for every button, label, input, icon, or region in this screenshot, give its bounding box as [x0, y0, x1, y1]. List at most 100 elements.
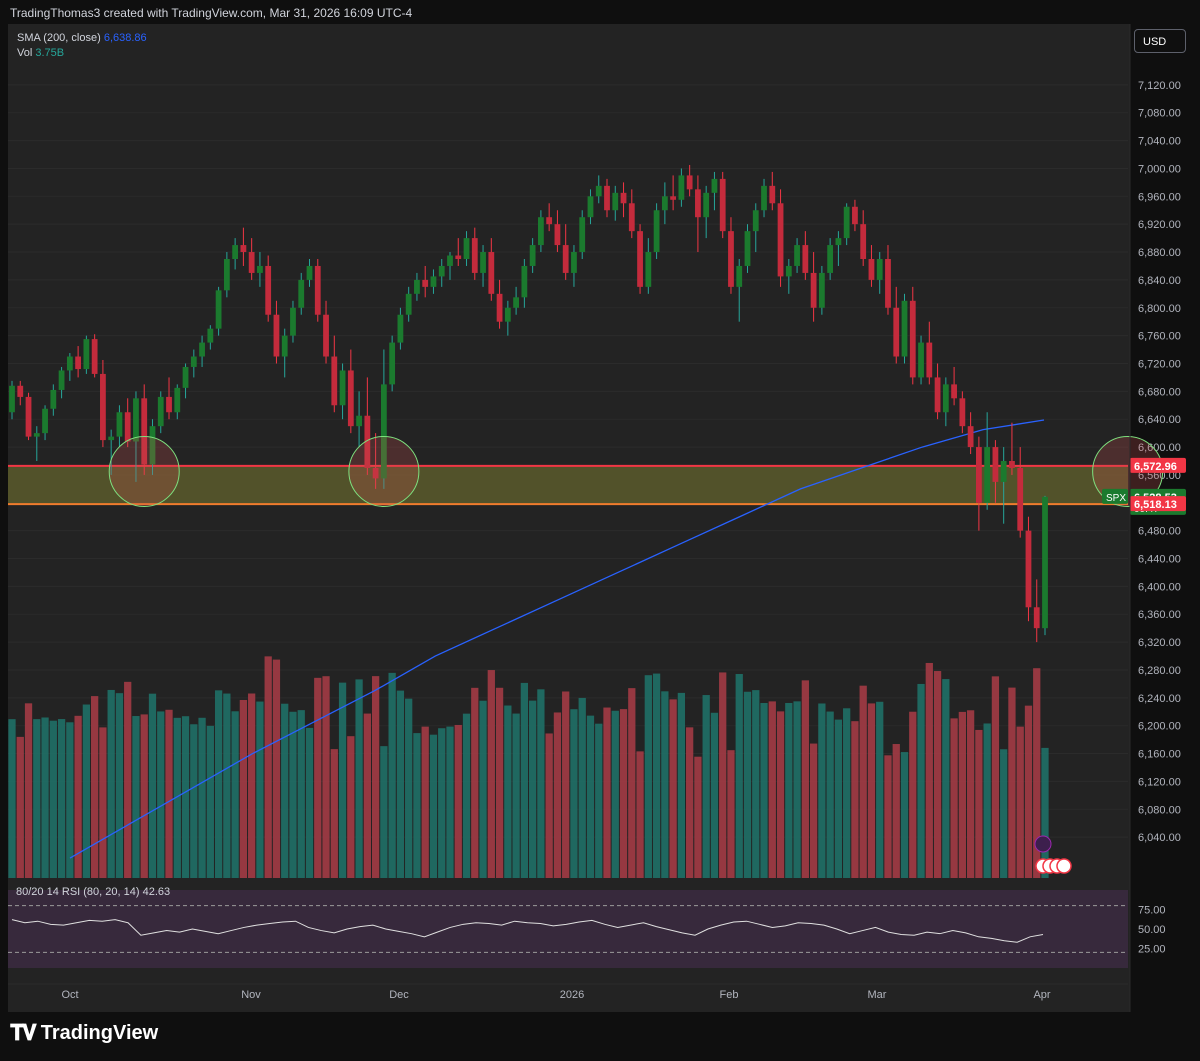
rsi-legend[interactable]: 80/20 14 RSI (80, 20, 14) 42.63 [16, 886, 170, 898]
candle-body [678, 175, 685, 200]
volume-bar [446, 726, 454, 878]
volume-bar [322, 676, 330, 878]
y-tick-label: 6,360.00 [1138, 609, 1181, 621]
volume-bar [396, 690, 405, 878]
candle-body [893, 307, 900, 357]
rsi-level-label: 25.00 [1138, 944, 1166, 956]
volume-bar [801, 680, 809, 878]
volume-bar [950, 718, 958, 878]
candle-body [471, 238, 478, 273]
chart-credit: TradingThomas3 created with TradingView.… [10, 6, 413, 20]
candle-body [356, 415, 362, 427]
candle-body [17, 385, 24, 397]
volume-bar [768, 701, 776, 878]
volume-bar [636, 751, 644, 878]
symbol-tag-box [1102, 488, 1128, 504]
candle-body [182, 366, 189, 388]
candle-body [257, 265, 263, 273]
candle-body [703, 192, 710, 218]
volume-bar [776, 711, 785, 878]
volume-bar [281, 703, 289, 878]
candle-body [339, 370, 346, 406]
volume-bar [157, 711, 165, 878]
rsi-legend-label: 80/20 14 RSI (80, 20, 14) [16, 886, 140, 898]
candle-body [579, 217, 586, 253]
candle-body [984, 447, 991, 503]
x-tick-label: Nov [241, 989, 261, 1001]
volume-bar [611, 710, 619, 878]
volume-bar [132, 716, 140, 878]
candle-body [331, 356, 338, 406]
tradingview-logo[interactable]: 𝐓𝐕 TradingView [10, 1020, 158, 1046]
y-tick-label: 7,000.00 [1138, 163, 1181, 175]
candle-body [670, 196, 677, 200]
candle-body [463, 238, 470, 259]
volume-bar [867, 703, 876, 878]
volume-bar [371, 676, 380, 878]
volume-bar [719, 672, 727, 878]
candle-body [414, 279, 420, 294]
volume-bar [735, 674, 743, 878]
rsi-pane [8, 890, 1128, 968]
volume-bar [264, 656, 272, 878]
candle-body [166, 396, 172, 413]
candle-body [695, 189, 701, 218]
candle-body [595, 185, 602, 197]
volume-bar [504, 705, 512, 878]
candle-body [438, 265, 445, 277]
candle-body [719, 178, 726, 232]
y-tick-label: 6,400.00 [1138, 581, 1181, 593]
candle-body [975, 447, 982, 503]
volume-bar [462, 713, 471, 878]
sma-line [69, 419, 1045, 859]
candle-body [215, 290, 222, 329]
volume-bar [958, 711, 966, 878]
volume-bar [603, 707, 611, 878]
volume-bar [909, 711, 917, 878]
candle-body [133, 398, 139, 442]
y-tick-label: 6,760.00 [1138, 331, 1181, 343]
highlight-circle [108, 435, 180, 507]
volume-bar [413, 733, 421, 878]
volume-bar [619, 709, 628, 878]
candle-body [397, 314, 404, 343]
us-flag-event-icon [1056, 858, 1072, 874]
x-tick-label: Mar [868, 989, 887, 1001]
rsi-legend-value: 42.63 [142, 886, 171, 898]
candle-body [628, 203, 635, 232]
volume-bar [900, 752, 909, 878]
candle-body [918, 342, 924, 378]
candle-body [587, 196, 594, 218]
volume-bar [181, 716, 190, 878]
candle-body [240, 245, 247, 253]
candle-body [562, 245, 569, 273]
candle-body [50, 389, 57, 409]
candle-body [405, 293, 412, 315]
volume-bar [966, 710, 975, 878]
sma-legend[interactable]: SMA (200, close) 6,638.86 [17, 32, 147, 44]
volume-bar [752, 690, 760, 878]
volume-bar [669, 699, 677, 878]
y-tick-label: 6,840.00 [1138, 275, 1181, 287]
volume-bar [785, 702, 793, 878]
candle-body [777, 203, 784, 277]
vol-legend[interactable]: Vol 3.75B [17, 47, 64, 59]
volume-bar [8, 719, 16, 878]
volume-bar [983, 723, 991, 878]
volume-bar [41, 717, 49, 878]
y-tick-label: 6,440.00 [1138, 554, 1181, 566]
currency-button[interactable]: USD [1134, 29, 1186, 53]
candle-body [810, 272, 817, 308]
volume-bar [421, 726, 429, 878]
candle-body [620, 192, 627, 204]
candle-body [314, 265, 321, 315]
volume-bar [991, 676, 1000, 878]
volume-bar [305, 727, 314, 878]
volume-bar [330, 749, 338, 878]
x-tick-label: Dec [389, 989, 409, 1001]
x-tick-label: Oct [61, 989, 78, 1001]
x-tick-label: Feb [720, 989, 739, 1001]
rsi-level-label: 50.00 [1138, 924, 1166, 936]
price-label-box [1130, 457, 1186, 473]
